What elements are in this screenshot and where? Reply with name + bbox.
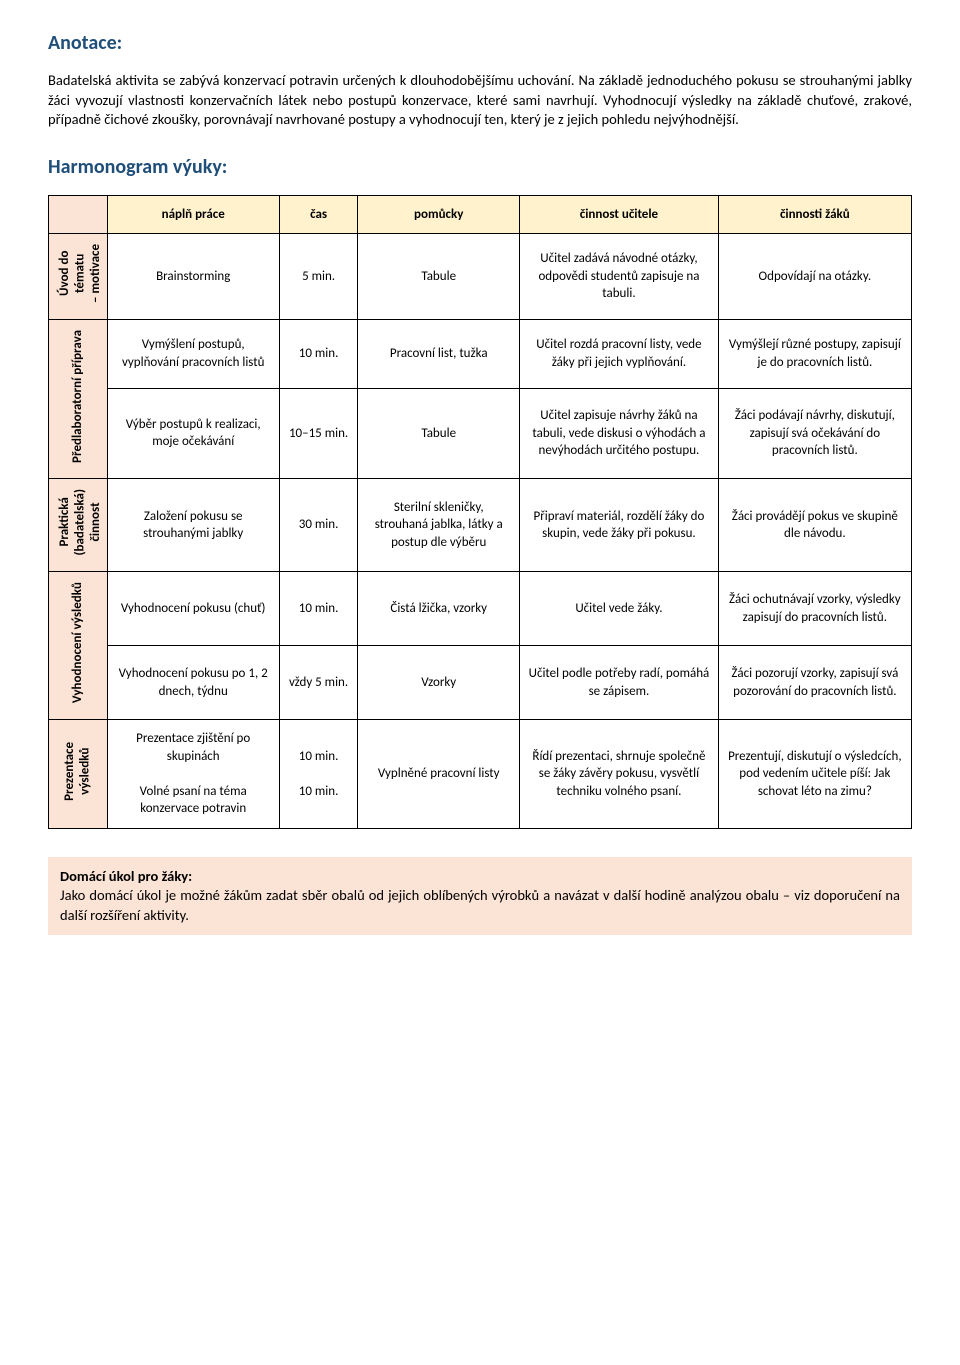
phase-label: Prezentacevýsledků xyxy=(62,742,93,801)
phase-label: Předlaboratorní příprava xyxy=(70,330,86,463)
th-empty xyxy=(49,195,108,234)
cell-zaci: Žáci ochutnávají vzorky, výsledky zapisu… xyxy=(718,572,911,646)
annotation-body: Badatelská aktivita se zabývá konzervací… xyxy=(48,71,912,130)
table-row: Úvod dotématu– motivaceBrainstorming5 mi… xyxy=(49,234,912,320)
phase-cell: Předlaboratorní příprava xyxy=(49,319,108,478)
cell-napln: Brainstorming xyxy=(107,234,279,320)
cell-pomucky: Tabule xyxy=(358,388,520,479)
cell-cas: 10 min.10 min. xyxy=(279,719,357,828)
th-ucitel: činnost učitele xyxy=(520,195,719,234)
th-cas: čas xyxy=(279,195,357,234)
cell-pomucky: Sterilní skleničky, strouhaná jablka, lá… xyxy=(358,479,520,572)
phase-cell: Praktická(badatelská)činnost xyxy=(49,479,108,572)
cell-pomucky: Vyplněné pracovní listy xyxy=(358,719,520,828)
cell-zaci: Vymýšlejí různé postupy, zapisují je do … xyxy=(718,319,911,388)
phase-label: Úvod dotématu– motivace xyxy=(57,244,104,303)
cell-napln: Vyhodnocení pokusu po 1, 2 dnech, týdnu xyxy=(107,646,279,720)
phase-label: Praktická(badatelská)činnost xyxy=(57,489,104,556)
cell-ucitel: Připraví materiál, rozdělí žáky do skupi… xyxy=(520,479,719,572)
cell-ucitel: Učitel rozdá pracovní listy, vede žáky p… xyxy=(520,319,719,388)
cell-napln: Výběr postupů k realizaci, moje očekáván… xyxy=(107,388,279,479)
cell-cas: 10–15 min. xyxy=(279,388,357,479)
cell-napln: Vyhodnocení pokusu (chuť) xyxy=(107,572,279,646)
cell-ucitel: Učitel zapisuje návrhy žáků na tabuli, v… xyxy=(520,388,719,479)
cell-pomucky: Pracovní list, tužka xyxy=(358,319,520,388)
phase-label: Vyhodnocení výsledků xyxy=(70,582,86,703)
th-napln: náplň práce xyxy=(107,195,279,234)
cell-zaci: Žáci provádějí pokus ve skupině dle návo… xyxy=(718,479,911,572)
cell-pomucky: Tabule xyxy=(358,234,520,320)
cell-cas: 10 min. xyxy=(279,572,357,646)
cell-zaci: Žáci pozorují vzorky, zapisují svá pozor… xyxy=(718,646,911,720)
cell-napln: Prezentace zjištění po skupináchVolné ps… xyxy=(107,719,279,828)
cell-cas: 5 min. xyxy=(279,234,357,320)
cell-cas: 10 min. xyxy=(279,319,357,388)
cell-ucitel: Učitel zadává návodné otázky, odpovědi s… xyxy=(520,234,719,320)
phase-cell: Prezentacevýsledků xyxy=(49,719,108,828)
cell-zaci: Prezentují, diskutují o výsledcích, pod … xyxy=(718,719,911,828)
cell-zaci: Odpovídají na otázky. xyxy=(718,234,911,320)
th-zaci: činnosti žáků xyxy=(718,195,911,234)
cell-napln: Založení pokusu se strouhanými jablky xyxy=(107,479,279,572)
homework-title: Domácí úkol pro žáky: xyxy=(60,867,192,885)
table-row: Praktická(badatelská)činnostZaložení pok… xyxy=(49,479,912,572)
table-row: Výběr postupů k realizaci, moje očekáván… xyxy=(49,388,912,479)
schedule-table: náplň práce čas pomůcky činnost učitele … xyxy=(48,195,912,829)
homework-body: Jako domácí úkol je možné žákům zadat sb… xyxy=(60,886,900,924)
table-row: Vyhodnocení výsledkůVyhodnocení pokusu (… xyxy=(49,572,912,646)
homework-box: Domácí úkol pro žáky: Jako domácí úkol j… xyxy=(48,857,912,936)
cell-cas: vždy 5 min. xyxy=(279,646,357,720)
cell-cas: 30 min. xyxy=(279,479,357,572)
table-row: Předlaboratorní přípravaVymýšlení postup… xyxy=(49,319,912,388)
cell-pomucky: Čistá lžička, vzorky xyxy=(358,572,520,646)
cell-ucitel: Učitel vede žáky. xyxy=(520,572,719,646)
phase-cell: Úvod dotématu– motivace xyxy=(49,234,108,320)
cell-zaci: Žáci podávají návrhy, diskutují, zapisuj… xyxy=(718,388,911,479)
phase-cell: Vyhodnocení výsledků xyxy=(49,572,108,720)
table-row: Vyhodnocení pokusu po 1, 2 dnech, týdnuv… xyxy=(49,646,912,720)
cell-ucitel: Učitel podle potřeby radí, pomáhá se záp… xyxy=(520,646,719,720)
cell-napln: Vymýšlení postupů, vyplňování pracovních… xyxy=(107,319,279,388)
annotation-heading: Anotace: xyxy=(48,30,912,57)
table-row: Prezentacevýsledků Prezentace zjištění po… xyxy=(49,719,912,828)
table-header-row: náplň práce čas pomůcky činnost učitele … xyxy=(49,195,912,234)
th-pomucky: pomůcky xyxy=(358,195,520,234)
cell-ucitel: Řídí prezentaci, shrnuje společně se žák… xyxy=(520,719,719,828)
harmonogram-heading: Harmonogram výuky: xyxy=(48,154,912,181)
schedule-body: Úvod dotématu– motivaceBrainstorming5 mi… xyxy=(49,234,912,828)
cell-pomucky: Vzorky xyxy=(358,646,520,720)
